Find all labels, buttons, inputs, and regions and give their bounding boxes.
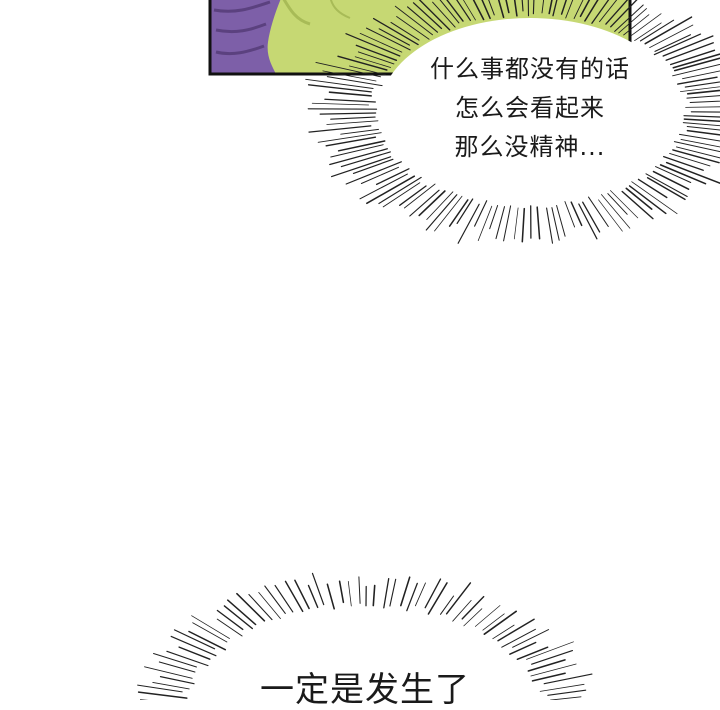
burst-line bbox=[309, 586, 318, 608]
burst-line bbox=[145, 667, 193, 679]
burst-line bbox=[217, 611, 242, 630]
burst-line bbox=[540, 684, 584, 691]
burst-line bbox=[635, 23, 662, 41]
burst-line bbox=[527, 642, 574, 660]
burst-line bbox=[330, 92, 372, 96]
burst-line bbox=[407, 583, 418, 610]
burst-line bbox=[557, 206, 566, 237]
burst-line bbox=[674, 142, 720, 157]
burst-line bbox=[532, 651, 573, 665]
burst-line bbox=[684, 119, 720, 122]
burst-line bbox=[462, 597, 484, 619]
burst-line bbox=[286, 581, 303, 611]
burst-line bbox=[687, 95, 720, 98]
burst-line bbox=[193, 623, 227, 642]
speech-line: 那么没精神... bbox=[390, 128, 670, 167]
burst-line bbox=[496, 207, 505, 239]
burst-line bbox=[498, 619, 534, 641]
burst-line bbox=[450, 200, 468, 226]
burst-line bbox=[685, 80, 720, 88]
speech-line: 一定是发生了 bbox=[220, 670, 510, 710]
burst-line bbox=[426, 195, 457, 230]
burst-line bbox=[475, 201, 487, 226]
speech-text-top: 什么事都没有的话 怎么会看起来 那么没精神... bbox=[390, 50, 670, 167]
burst-line bbox=[159, 662, 195, 672]
burst-line bbox=[259, 592, 281, 618]
burst-line bbox=[690, 100, 720, 103]
burst-line bbox=[340, 581, 344, 602]
burst-line bbox=[547, 208, 553, 243]
speech-line: 什么事都没有的话 bbox=[390, 50, 670, 89]
burst-line bbox=[309, 85, 372, 92]
burst-line bbox=[265, 586, 286, 613]
burst-line bbox=[373, 586, 374, 606]
burst-line bbox=[312, 103, 368, 105]
burst-line bbox=[306, 79, 373, 88]
burst-line bbox=[320, 113, 375, 114]
burst-line bbox=[332, 157, 391, 177]
speech-text-bottom: 一定是发生了 bbox=[220, 670, 510, 710]
burst-line bbox=[630, 186, 666, 214]
burst-line bbox=[531, 664, 576, 676]
burst-line bbox=[686, 107, 720, 108]
burst-line bbox=[441, 596, 454, 614]
burst-line bbox=[425, 579, 440, 608]
burst-line bbox=[478, 206, 492, 240]
burst-line bbox=[667, 163, 720, 185]
burst-line bbox=[475, 606, 500, 627]
burst-line bbox=[680, 134, 720, 143]
burst-line bbox=[400, 186, 426, 205]
burst-line bbox=[325, 99, 375, 102]
burst-line bbox=[504, 206, 511, 241]
burst-line bbox=[453, 600, 472, 621]
burst-line bbox=[341, 129, 379, 134]
burst-line bbox=[544, 674, 592, 684]
burst-line bbox=[447, 583, 471, 614]
burst-line bbox=[331, 117, 375, 119]
burst-line bbox=[548, 690, 586, 695]
burst-line bbox=[589, 197, 609, 226]
burst-line bbox=[384, 579, 389, 608]
burst-line bbox=[514, 208, 518, 239]
burst-line bbox=[327, 77, 382, 86]
burst-line bbox=[327, 121, 378, 125]
burst-line bbox=[327, 584, 334, 609]
burst-line bbox=[295, 580, 309, 608]
speech-line: 怎么会看起来 bbox=[390, 89, 670, 128]
burst-line bbox=[537, 207, 539, 239]
burst-line bbox=[415, 583, 425, 606]
burst-line bbox=[359, 577, 360, 604]
burst-line bbox=[401, 577, 410, 605]
burst-line bbox=[510, 643, 536, 655]
burst-line bbox=[419, 191, 445, 215]
burst-line bbox=[677, 147, 720, 163]
burst-line bbox=[154, 654, 197, 668]
burst-line bbox=[348, 581, 351, 606]
burst-line bbox=[684, 116, 720, 118]
burst-line bbox=[528, 660, 565, 671]
burst-line bbox=[645, 17, 691, 44]
burst-line bbox=[390, 579, 396, 606]
burst-line bbox=[139, 692, 187, 698]
burst-line bbox=[687, 131, 720, 137]
burst-line bbox=[639, 179, 667, 197]
burst-line bbox=[167, 651, 208, 665]
burst-line bbox=[655, 35, 691, 52]
burst-line bbox=[522, 209, 524, 242]
